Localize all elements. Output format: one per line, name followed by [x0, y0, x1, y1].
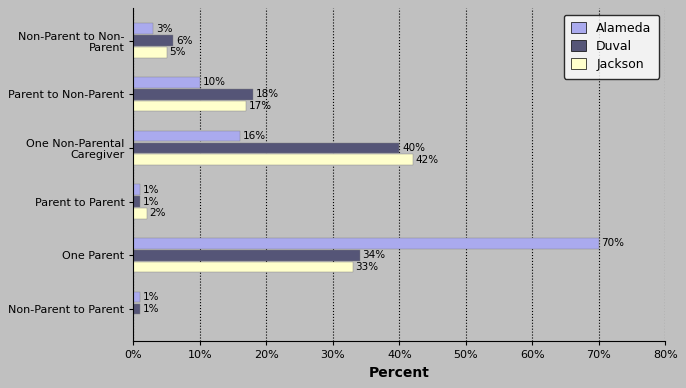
Bar — [134, 262, 353, 272]
Text: 34%: 34% — [362, 250, 386, 260]
Bar — [134, 142, 399, 153]
Bar — [134, 303, 140, 314]
Text: 42%: 42% — [415, 155, 438, 165]
Legend: Alameda, Duval, Jackson: Alameda, Duval, Jackson — [564, 15, 659, 79]
Text: 17%: 17% — [249, 101, 272, 111]
Text: 70%: 70% — [602, 238, 624, 248]
Bar — [134, 35, 174, 46]
Bar — [134, 238, 599, 249]
Bar — [134, 89, 253, 100]
Text: 18%: 18% — [256, 89, 279, 99]
Bar — [134, 154, 413, 165]
Text: 1%: 1% — [143, 304, 159, 314]
Text: 5%: 5% — [169, 47, 186, 57]
Text: 1%: 1% — [143, 197, 159, 206]
Bar — [134, 208, 147, 219]
Bar — [134, 292, 140, 302]
Text: 6%: 6% — [176, 36, 193, 45]
X-axis label: Percent: Percent — [369, 365, 430, 380]
Text: 3%: 3% — [156, 24, 173, 34]
Bar — [134, 77, 200, 88]
Bar — [134, 184, 140, 195]
Bar — [134, 196, 140, 207]
Text: 1%: 1% — [143, 292, 159, 302]
Bar — [134, 100, 246, 111]
Text: 2%: 2% — [150, 208, 166, 218]
Text: 16%: 16% — [243, 131, 265, 141]
Text: 10%: 10% — [202, 77, 226, 87]
Bar — [134, 250, 359, 261]
Bar — [134, 131, 240, 142]
Bar — [134, 47, 167, 58]
Text: 1%: 1% — [143, 185, 159, 195]
Text: 33%: 33% — [355, 262, 379, 272]
Bar — [134, 23, 154, 34]
Text: 40%: 40% — [402, 143, 425, 153]
